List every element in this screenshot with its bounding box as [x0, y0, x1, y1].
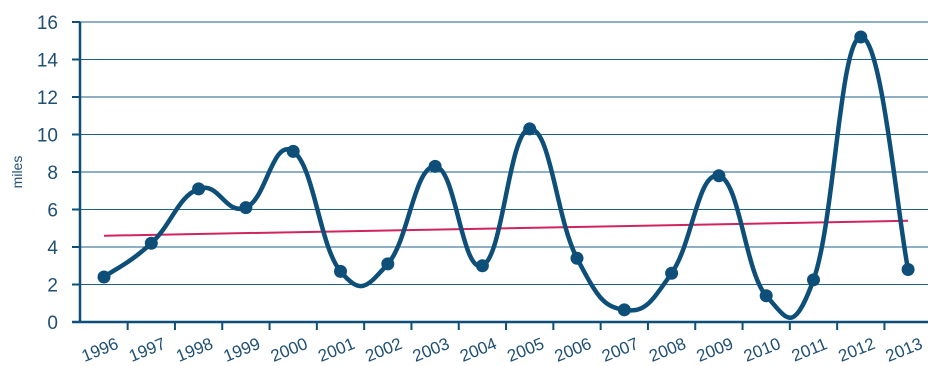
data-point — [712, 169, 726, 183]
data-point — [144, 236, 158, 250]
x-axis-ticks: 1996 1997 1998 1999 2000 2001 2002 2003 2004 2005… — [79, 322, 925, 366]
y-tick-label: 6 — [47, 201, 58, 222]
x-tick-label: 2013 — [883, 334, 925, 366]
data-point — [759, 289, 773, 303]
data-point — [334, 264, 347, 278]
y-axis-label: miles — [9, 156, 25, 189]
x-tick-label: 1999 — [221, 334, 263, 366]
grid-lines — [80, 21, 928, 285]
data-point — [901, 263, 915, 276]
y-tick-label: 4 — [47, 238, 58, 259]
x-tick-label: 2007 — [599, 334, 641, 366]
x-tick-label: 2008 — [646, 334, 688, 366]
x-tick-label: 2011 — [789, 334, 830, 365]
x-tick-label: 2001 — [315, 334, 357, 366]
y-tick-label: 12 — [37, 88, 58, 109]
x-tick-label: 1996 — [79, 334, 121, 366]
x-tick-label: 2000 — [268, 334, 310, 366]
data-point — [617, 303, 631, 317]
y-tick-label: 14 — [37, 51, 59, 72]
data-point — [97, 270, 111, 284]
trend-line — [103, 219, 909, 237]
x-tick-label: 2010 — [741, 334, 783, 366]
data-point — [854, 30, 868, 44]
y-axis-ticks: 0 2 4 6 8 10 12 14 16 — [37, 13, 80, 334]
x-tick-label: 2005 — [505, 334, 547, 366]
x-tick-label: 2006 — [552, 334, 594, 366]
y-tick-label: 8 — [47, 163, 58, 184]
x-tick-label: 1997 — [126, 334, 168, 366]
data-point — [475, 259, 489, 273]
data-point — [239, 201, 253, 215]
data-point — [381, 257, 395, 271]
x-tick-label: 2004 — [457, 334, 499, 366]
data-point — [570, 251, 584, 265]
series-line — [102, 34, 911, 320]
trend-line-path — [103, 219, 909, 237]
y-tick-label: 16 — [37, 13, 58, 34]
data-point — [807, 273, 820, 287]
y-tick-label: 10 — [37, 126, 58, 147]
x-tick-label: 2012 — [836, 334, 878, 366]
data-point — [192, 182, 206, 196]
data-point — [286, 144, 300, 158]
x-tick-label: 2009 — [694, 334, 736, 366]
y-tick-label: 0 — [47, 313, 58, 334]
data-point — [665, 266, 679, 280]
x-tick-label: 1998 — [173, 334, 215, 366]
y-tick-label: 2 — [47, 276, 58, 297]
axes — [72, 22, 928, 324]
data-point — [428, 159, 442, 173]
x-tick-label: 2002 — [363, 334, 405, 366]
data-series — [97, 30, 915, 320]
x-tick-label: 2003 — [410, 334, 452, 366]
data-point — [523, 122, 537, 136]
